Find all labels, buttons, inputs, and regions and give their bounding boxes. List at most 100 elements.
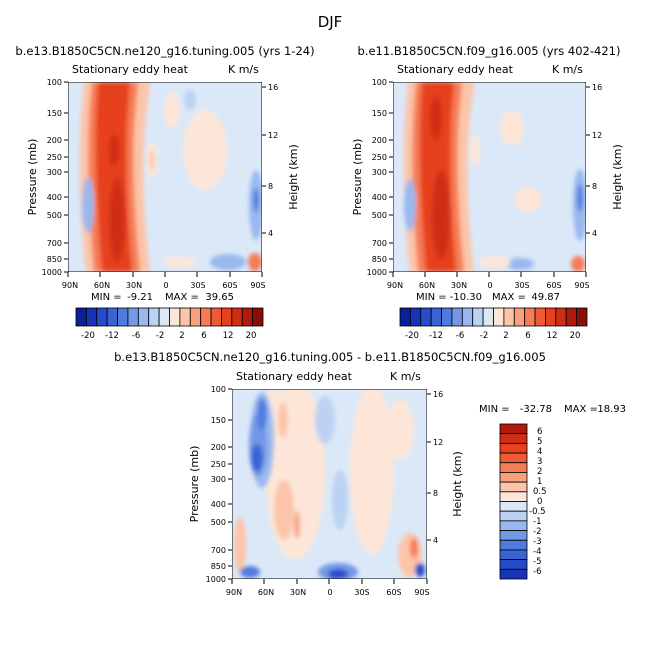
colorbar-swatch (399, 307, 411, 327)
colorbar-label: 0.5 (533, 487, 547, 497)
colorbar-swatch (499, 510, 528, 522)
colorbar-labels: -20 -12 -6 -2 2 6 12 20 (405, 331, 580, 341)
colorbar-label: -1 (533, 517, 541, 527)
y-axis-right-label: Height (km) (611, 144, 624, 210)
colorbar-label: -0.5 (529, 507, 546, 517)
contour-field (68, 82, 262, 272)
colorbar-swatch (210, 307, 222, 327)
colorbar-swatch (576, 307, 588, 327)
y-axis-right-label: Height (km) (451, 451, 464, 517)
y-tick-label: 200 (211, 443, 226, 452)
colorbar-label: 5 (537, 437, 542, 447)
colorbar-label: -20 (81, 331, 95, 341)
colorbar-swatch (96, 307, 108, 327)
y-tick-label: 250 (211, 460, 226, 469)
colorbar-swatch (499, 549, 528, 561)
y-tick-label: 100 (372, 78, 387, 87)
y-tick-label: 200 (47, 136, 62, 145)
y-right-tick-labels: 16 12 8 4 (268, 83, 278, 238)
y-tick-label: 300 (47, 168, 62, 177)
x-tick-label: 60N (258, 588, 274, 597)
x-tick-label: 90N (62, 281, 78, 290)
axis-ticks (64, 81, 266, 277)
panel-title: b.e11.B1850C5CN.f09_g16.005 (yrs 402-421… (358, 44, 621, 58)
colorbar-swatch (499, 423, 528, 435)
colorbar-label: 6 (201, 331, 206, 341)
x-tick-label: 30S (354, 588, 369, 597)
panel-subtitle: Stationary eddy heat (236, 370, 353, 383)
colorbar-swatch (472, 307, 484, 327)
y-tick-label: 1000 (367, 268, 387, 277)
contour-field (393, 82, 586, 272)
y-tick-label: 150 (372, 109, 387, 118)
colorbar-label: -12 (429, 331, 443, 341)
x-tick-label: 90S (414, 588, 429, 597)
y-tick-label: 1000 (206, 575, 226, 584)
y-tick-label: 1000 (42, 268, 62, 277)
x-tick-label: 30N (451, 281, 467, 290)
y-tick-labels: 100 150 200 250 300 400 500 700 850 1000 (206, 385, 226, 584)
colorbar-swatch (493, 307, 505, 327)
y-tick-label: 500 (47, 211, 62, 220)
colorbar-swatch (127, 307, 139, 327)
height-tick-label: 8 (592, 182, 597, 191)
panel-title: b.e13.B1850C5CN.ne120_g16.tuning.005 - b… (114, 350, 546, 364)
colorbar-label: 2 (537, 467, 542, 477)
panel-subtitle: Stationary eddy heat (72, 63, 189, 76)
y-tick-label: 500 (372, 211, 387, 220)
height-tick-label: 12 (268, 131, 278, 140)
colorbar-swatch (200, 307, 212, 327)
min-label: MIN = (479, 404, 510, 415)
y-tick-label: 300 (372, 168, 387, 177)
panel-units: K m/s (228, 63, 259, 76)
colorbar-swatch (565, 307, 578, 327)
stats: MIN = -10.30 MAX = 49.87 (416, 292, 560, 303)
colorbar-label: 4 (537, 447, 542, 457)
colorbar-swatch (513, 307, 526, 327)
colorbar-swatch (499, 481, 528, 493)
y-tick-label: 850 (47, 255, 62, 264)
colorbar-swatch (441, 307, 453, 327)
max-value: 49.87 (531, 292, 560, 303)
colorbar-swatch (231, 307, 243, 327)
colorbar-swatch (420, 307, 432, 327)
y-tick-label: 400 (211, 500, 226, 509)
colorbar-label: 1 (537, 477, 542, 487)
height-tick-label: 8 (433, 489, 438, 498)
x-tick-label: 90S (574, 281, 589, 290)
y-tick-labels: 100 150 200 250 300 400 500 700 850 1000 (367, 78, 387, 277)
colorbar-swatch (499, 539, 528, 551)
colorbar-labels: -20 -12 -6 -2 2 6 12 20 (81, 331, 256, 341)
colorbar-label: -4 (533, 547, 541, 557)
colorbar-swatch (534, 307, 546, 327)
colorbar-swatch (499, 472, 528, 483)
colorbar-label: 2 (503, 331, 508, 341)
colorbar-swatch (499, 491, 528, 502)
colorbar-swatch (409, 307, 422, 327)
y-tick-label: 850 (211, 562, 226, 571)
height-tick-label: 12 (433, 438, 443, 447)
x-tick-label: 0 (487, 281, 492, 290)
y-axis-right-label: Height (km) (287, 144, 300, 210)
colorbar-swatch (499, 520, 528, 531)
colorbar-label: 20 (570, 331, 581, 341)
height-tick-label: 12 (592, 131, 602, 140)
stats: MIN = -9.21 MAX = 39.65 (91, 292, 234, 303)
y-tick-label: 250 (47, 153, 62, 162)
colorbar-label: -6 (132, 331, 140, 341)
colorbar-swatch (252, 307, 264, 327)
colorbar-label: -2 (533, 527, 541, 537)
axis-ticks (389, 81, 590, 277)
y-tick-label: 200 (372, 136, 387, 145)
max-value: 39.65 (205, 292, 234, 303)
colorbar-label: -2 (156, 331, 164, 341)
panel-units: K m/s (552, 63, 583, 76)
colorbar-label: -6 (533, 567, 541, 577)
y-tick-label: 150 (211, 416, 226, 425)
colorbar-swatch (148, 307, 160, 327)
colorbar-swatch (499, 462, 528, 473)
colorbar (399, 307, 588, 327)
panel-units: K m/s (390, 370, 421, 383)
y-axis-label: Pressure (mb) (26, 139, 39, 216)
colorbar-label: 3 (537, 457, 542, 467)
